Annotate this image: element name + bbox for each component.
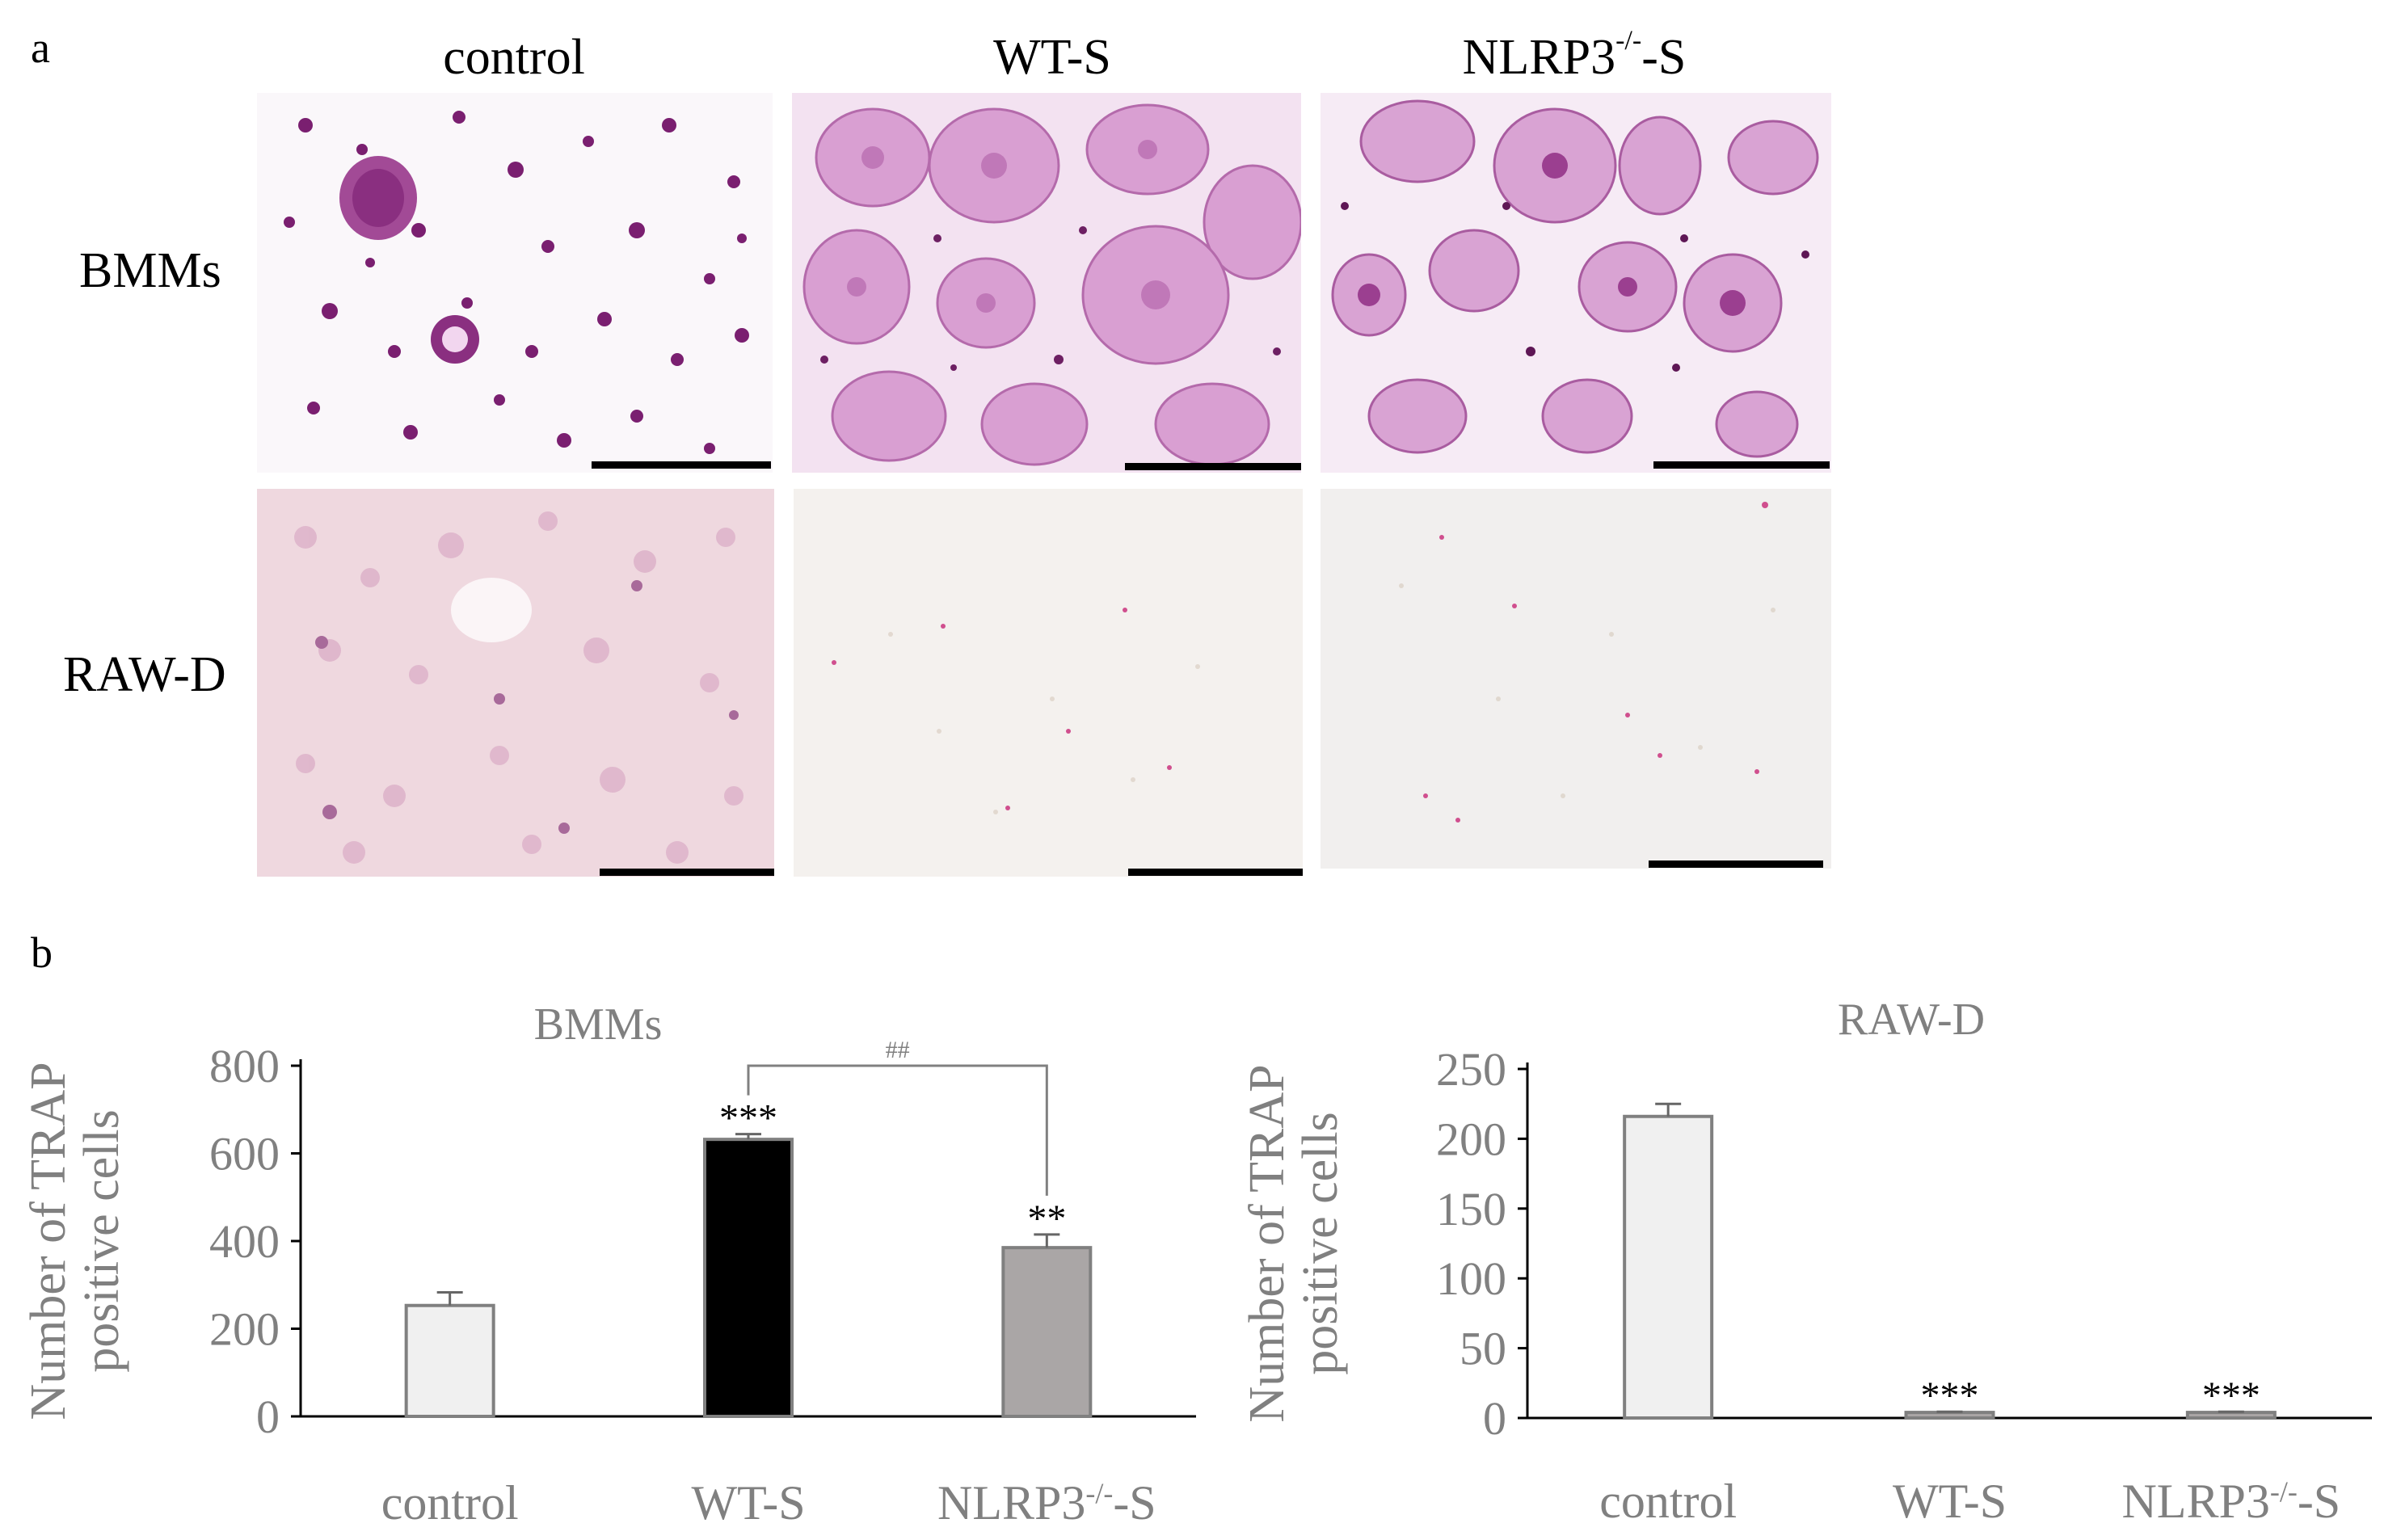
bmms-title: BMMs xyxy=(534,999,663,1050)
bmms-comparison-bracket xyxy=(747,1064,1048,1196)
micrograph-bmms-wt-s-image xyxy=(792,93,1301,473)
micrograph-raw-d-nlrp3-s xyxy=(1321,489,1831,869)
bmms-ytick-label-400: 400 xyxy=(209,1215,280,1268)
rawd-ytick-label-150: 150 xyxy=(1436,1183,1506,1235)
micrograph-bmms-nlrp3-s-image xyxy=(1321,93,1831,473)
bmms-ylabel-line-1: positive cells xyxy=(74,1109,129,1372)
rawd-ytick-label-50: 50 xyxy=(1460,1323,1506,1375)
micrograph-bmms-control xyxy=(257,93,773,473)
column-title-wt-s: WT-S xyxy=(993,30,1111,85)
micrograph-raw-d-wt-s-image xyxy=(794,489,1303,877)
rawd-ytick-label-100: 100 xyxy=(1436,1252,1506,1305)
panel-b-letter: b xyxy=(31,928,53,977)
rawd-ytick-label-0: 0 xyxy=(1483,1392,1506,1445)
bmms-bar-0 xyxy=(404,1303,495,1418)
bmms-ylabel-line-0: Number of TRAP xyxy=(21,1062,76,1420)
rawd-title: RAW-D xyxy=(1838,995,1985,1045)
bmms-category-label-2-base: NLRP3 xyxy=(937,1476,1085,1529)
bmms-significance-1: *** xyxy=(719,1097,777,1140)
micrograph-raw-d-wt-s xyxy=(794,489,1303,877)
row-label-raw-d: RAW-D xyxy=(63,647,226,702)
bmms-ytick-label-200: 200 xyxy=(209,1303,280,1356)
column-title-nlrp3-s: NLRP3-/--S xyxy=(1462,25,1687,85)
rawd-significance-1: *** xyxy=(1921,1374,1979,1417)
column-title-control: control xyxy=(443,30,585,85)
bmms-bar-2 xyxy=(1001,1246,1093,1419)
rawd-category-label-1: WT-S xyxy=(1893,1475,2007,1528)
bmms-category-label-0: control xyxy=(381,1476,519,1529)
rawd-category-label-2-base: NLRP3 xyxy=(2121,1475,2269,1528)
micrograph-raw-d-control xyxy=(257,489,774,877)
rawd-ylabel-line-0: Number of TRAP xyxy=(1240,1064,1295,1422)
bmms-category-label-2-sup: -/- xyxy=(1085,1477,1113,1509)
bmms-category-label-2: NLRP3-/--S xyxy=(937,1476,1156,1529)
rawd-category-label-1-base: WT-S xyxy=(1893,1475,2007,1528)
micrograph-bmms-nlrp3-s xyxy=(1321,93,1831,473)
row-label-bmms: BMMs xyxy=(79,243,221,298)
bmms-category-label-0-base: control xyxy=(381,1476,519,1529)
bmms-category-label-1-base: WT-S xyxy=(691,1476,805,1529)
scale-bar-raw-d-control xyxy=(600,869,774,876)
scale-bar-raw-d-wt-s xyxy=(1128,869,1303,876)
rawd-ylabel-line-1: positive cells xyxy=(1293,1112,1348,1374)
scale-bar-bmms-nlrp3-s xyxy=(1653,461,1830,469)
scale-bar-bmms-control xyxy=(592,461,771,469)
micrograph-bmms-wt-s xyxy=(792,93,1301,473)
rawd-category-label-2-tail: -S xyxy=(2298,1475,2340,1528)
rawd-ytick-label-250: 250 xyxy=(1436,1043,1506,1096)
bmms-significance-2: ** xyxy=(1027,1197,1066,1240)
panel-a-letter: a xyxy=(31,23,50,72)
bmms-ytick-label-0: 0 xyxy=(256,1391,280,1443)
rawd-category-label-0: control xyxy=(1599,1475,1737,1528)
scale-bar-bmms-wt-s xyxy=(1125,463,1301,470)
rawd-category-label-2-sup: -/- xyxy=(2270,1475,2298,1508)
micrograph-bmms-control-image xyxy=(257,93,773,473)
rawd-ytick-label-200: 200 xyxy=(1436,1113,1506,1165)
rawd-category-label-0-base: control xyxy=(1599,1475,1737,1528)
bmms-bar-1 xyxy=(703,1138,794,1418)
scale-bar-raw-d-nlrp3-s xyxy=(1649,860,1823,868)
rawd-bar-0 xyxy=(1623,1114,1714,1420)
bmms-category-label-1: WT-S xyxy=(691,1476,805,1529)
bmms-ytick-label-600: 600 xyxy=(209,1128,280,1180)
bmms-category-label-2-tail: -S xyxy=(1113,1476,1156,1529)
micrograph-raw-d-nlrp3-s-image xyxy=(1321,489,1831,869)
rawd-significance-2: *** xyxy=(2202,1374,2260,1417)
bmms-bracket-label: ## xyxy=(886,1037,910,1063)
bmms-ytick-label-800: 800 xyxy=(209,1040,280,1092)
rawd-category-label-2: NLRP3-/--S xyxy=(2121,1475,2340,1528)
micrograph-raw-d-control-image xyxy=(257,489,774,877)
